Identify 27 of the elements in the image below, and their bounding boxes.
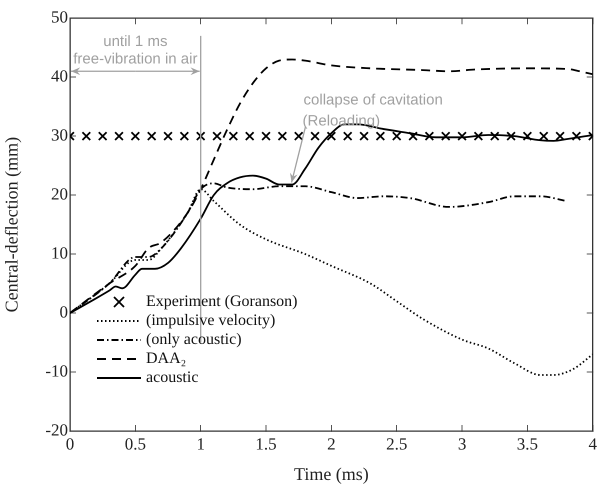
legend-label: (only acoustic) [146, 330, 242, 349]
x-tick-label: 4 [588, 434, 598, 454]
y-tick-label: -20 [45, 420, 68, 440]
annotation: free-vibration in air [73, 50, 198, 68]
annotation: collapse of cavitation [304, 92, 443, 108]
legend-label: Experiment (Goranson) [146, 292, 298, 311]
legend-label: acoustic [146, 368, 198, 387]
x-axis-title: Time (ms) [294, 464, 369, 484]
x-tick-label: 0.5 [124, 434, 146, 454]
legend-label: DAA₂ [146, 349, 186, 368]
y-axis-title: Central-deflection (mm) [2, 136, 22, 312]
ref-line-label: until 1 ms [103, 32, 168, 50]
x-tick-label: 3.5 [516, 434, 538, 454]
x-tick-label: 1 [196, 434, 205, 454]
x-tick-label: 1.5 [255, 434, 277, 454]
y-tick-label: 10 [51, 244, 68, 263]
x-tick-label: 3 [458, 434, 466, 454]
y-tick-label: 0 [60, 302, 68, 322]
x-tick-label: 2 [327, 434, 336, 454]
y-tick-label: 50 [51, 8, 68, 27]
y-tick-label: 40 [51, 66, 68, 86]
x-tick-label: 2.5 [386, 434, 408, 454]
annotation: (Reloading) [302, 112, 380, 130]
y-tick-label: -10 [45, 361, 68, 380]
y-tick-label: 20 [51, 184, 68, 204]
legend-label: (impulsive velocity) [146, 311, 276, 330]
y-tick-label: 30 [51, 126, 68, 145]
